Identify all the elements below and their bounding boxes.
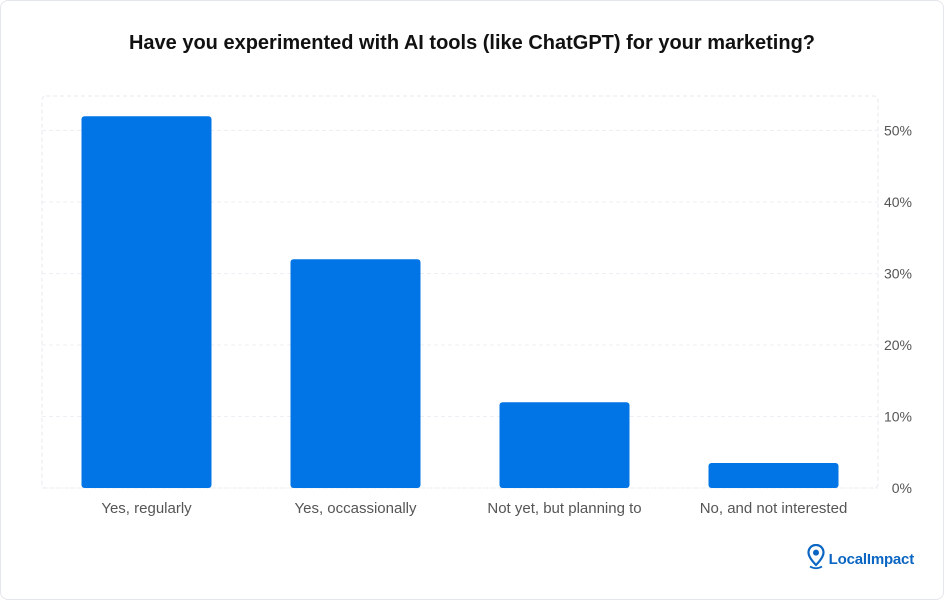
y-tick-label: 20% bbox=[884, 337, 912, 353]
bar bbox=[290, 259, 421, 488]
bar bbox=[81, 116, 212, 488]
bars bbox=[81, 116, 839, 488]
brand-logo: LocalImpact bbox=[807, 543, 915, 575]
chart-title: Have you experimented with AI tools (lik… bbox=[128, 32, 816, 54]
y-tick-label: 50% bbox=[884, 123, 912, 139]
bar bbox=[708, 462, 839, 488]
brand-name: LocalImpact bbox=[828, 551, 915, 568]
y-axis-ticks: 0% 10% 20% 30% 40% 50% bbox=[884, 123, 912, 497]
x-tick-label: Yes, regularly bbox=[101, 500, 192, 517]
y-tick-label: 30% bbox=[884, 266, 912, 282]
y-tick-label: 40% bbox=[884, 194, 912, 210]
x-tick-label: Yes, occassionally bbox=[294, 500, 417, 517]
plot-area-border bbox=[41, 95, 879, 489]
map-pin-icon bbox=[807, 543, 825, 575]
y-tick-label: 10% bbox=[884, 409, 912, 425]
y-tick-label: 0% bbox=[892, 480, 912, 496]
x-tick-label: Not yet, but planning to bbox=[487, 500, 641, 517]
bar bbox=[499, 402, 630, 488]
x-axis-labels: Yes, regularly Yes, occassionally Not yet,… bbox=[101, 500, 847, 517]
x-tick-label: No, and not interested bbox=[700, 500, 848, 517]
